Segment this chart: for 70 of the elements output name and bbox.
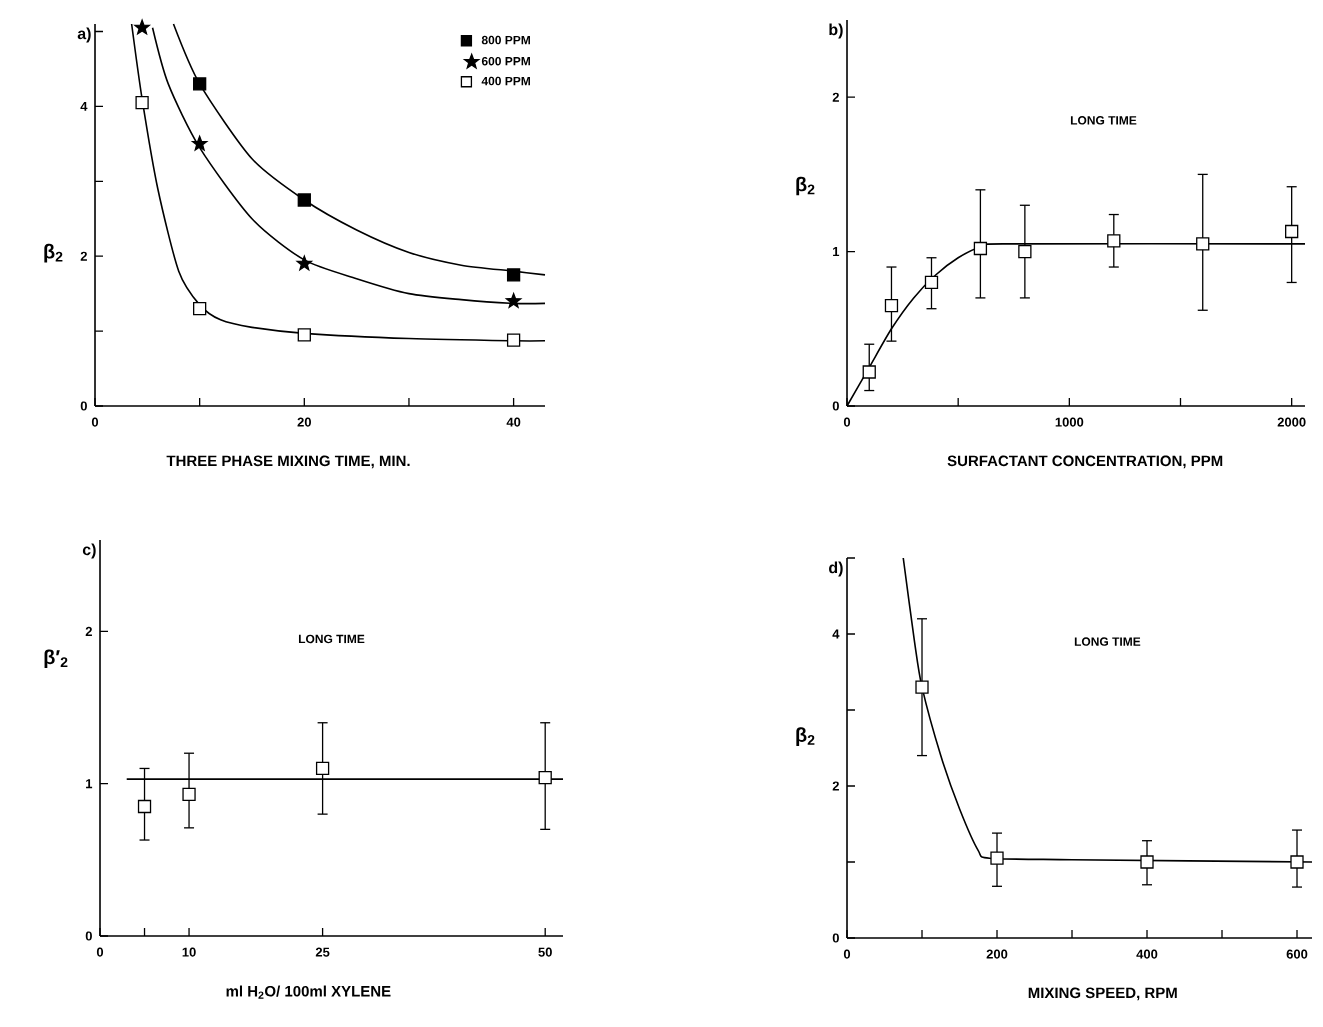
point [134, 19, 150, 35]
y-tick-label: 1 [833, 247, 840, 257]
chart-title: b) [829, 23, 843, 39]
point [182, 787, 196, 801]
y-tick-label: 2 [80, 251, 87, 261]
point [505, 292, 522, 308]
point [973, 241, 988, 256]
point [506, 268, 521, 282]
point [297, 328, 311, 342]
y-axis-title: β$_{2}$ [796, 176, 815, 196]
point [1018, 244, 1032, 259]
annotation: LONG TIME [1070, 116, 1137, 125]
x-tick-label: 50 [538, 947, 552, 957]
x-tick-label: 200 [986, 949, 1008, 959]
point [915, 680, 929, 694]
chart-title: a) [77, 27, 91, 43]
point [1196, 237, 1210, 251]
x-tick-label: 0 [843, 417, 851, 427]
point [191, 135, 208, 151]
annotation: LONG TIME [298, 634, 365, 644]
y-tick-label: 0 [85, 931, 92, 941]
y-axis-title: β′$_{2}$ [44, 649, 68, 669]
annotation: LONG TIME [1074, 637, 1141, 646]
point [924, 275, 939, 290]
x-axis-title: ml H$_{2}$O/ 100ml XYLENE [226, 985, 391, 999]
y-tick-label: 0 [80, 401, 87, 411]
point [506, 333, 521, 347]
legend-label: 600 PPM [481, 56, 530, 66]
point [315, 761, 330, 776]
x-tick-label: 10 [182, 947, 196, 957]
point [137, 799, 152, 814]
point [193, 301, 207, 316]
point [135, 95, 149, 110]
x-tick-label: 2000 [1277, 417, 1306, 427]
point [862, 365, 876, 379]
x-tick-label: 40 [506, 417, 521, 427]
point [296, 255, 313, 271]
chart-title: c) [82, 543, 96, 559]
y-tick-label: 2 [85, 626, 92, 636]
y-axis-title: β$_{2}$ [44, 243, 63, 263]
point [1285, 224, 1299, 239]
y-tick-label: 0 [832, 933, 839, 943]
legend-label: 400 PPM [481, 76, 530, 86]
y-tick-label: 2 [832, 92, 839, 102]
chart-title: d) [829, 561, 843, 577]
x-tick-label: 400 [1136, 949, 1158, 959]
y-tick-label: 2 [832, 781, 839, 791]
point [193, 77, 207, 91]
y-axis-title: β$_{2}$ [796, 727, 815, 746]
point [990, 851, 1004, 865]
y-tick-label: 1 [86, 779, 93, 789]
point [1140, 855, 1154, 869]
y-tick-label: 4 [80, 101, 88, 111]
x-axis-title: MIXING SPEED, RPM [1028, 987, 1177, 1001]
x-axis-title: THREE PHASE MIXING TIME, MIN. [166, 455, 410, 469]
y-tick-label: 0 [832, 401, 839, 411]
x-tick-label: 20 [297, 417, 311, 427]
y-tick-label: 4 [832, 629, 840, 639]
point [1107, 234, 1121, 248]
x-tick-label: 1000 [1055, 417, 1084, 427]
x-tick-label: 0 [843, 949, 851, 959]
point [297, 193, 311, 207]
x-tick-label: 0 [96, 947, 104, 957]
x-axis-title: SURFACTANT CONCENTRATION, PPM [947, 455, 1223, 469]
point [538, 770, 552, 785]
point [884, 298, 899, 313]
point [1290, 855, 1304, 869]
x-tick-label: 600 [1286, 949, 1308, 959]
legend-label: 800 PPM [481, 35, 530, 45]
x-tick-label: 25 [315, 947, 330, 957]
